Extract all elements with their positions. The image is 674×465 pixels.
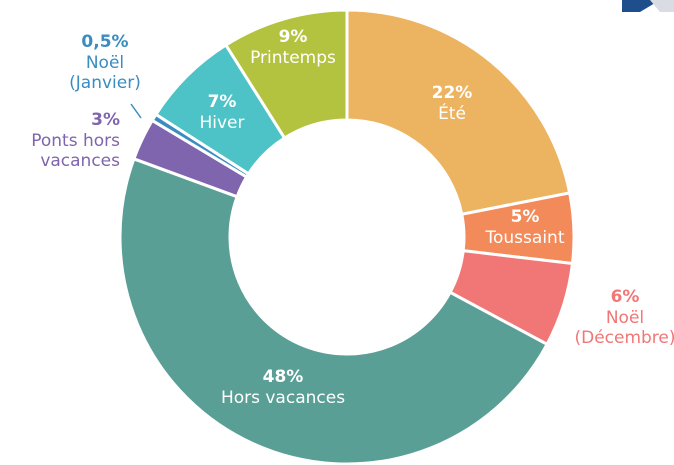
category-label: (Décembre): [574, 328, 674, 348]
category-label: (Janvier): [69, 73, 141, 93]
leader-line: [130, 103, 142, 119]
donut-segment: [223, 8, 349, 141]
value-label: 6%: [611, 287, 640, 307]
corner-decoration: [622, 0, 660, 12]
category-label: vacances: [40, 151, 120, 171]
corner-decoration: [650, 0, 674, 12]
donut-segment: [118, 156, 550, 465]
value-label: 22%: [432, 83, 473, 103]
category-label: Printemps: [250, 48, 336, 68]
category-label: Noël: [606, 308, 644, 328]
category-label: Hors vacances: [221, 388, 345, 408]
value-label: 9%: [279, 27, 308, 47]
category-label: Été: [438, 102, 466, 124]
category-label: Hiver: [199, 113, 244, 133]
value-label: 5%: [511, 207, 540, 227]
category-label: Noël: [86, 53, 124, 73]
value-label: 0,5%: [81, 32, 128, 52]
value-label: 7%: [208, 92, 237, 112]
donut-segment: [345, 8, 572, 217]
category-label: Ponts hors: [31, 131, 120, 151]
category-label: Toussaint: [485, 228, 565, 248]
value-label: 48%: [263, 367, 304, 387]
value-label: 3%: [91, 110, 120, 130]
